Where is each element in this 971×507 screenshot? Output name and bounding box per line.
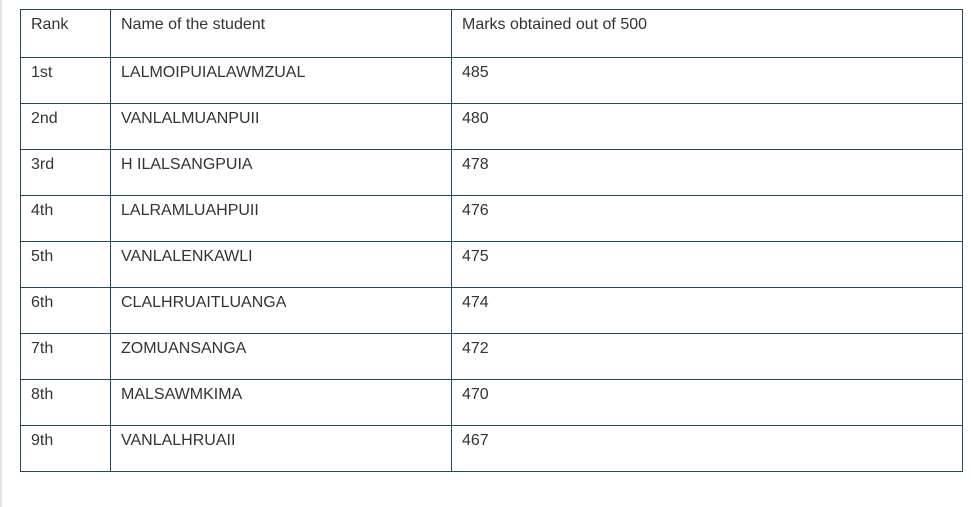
marks-cell: 480 bbox=[451, 103, 963, 150]
header-rank: Rank bbox=[20, 9, 111, 58]
rank-cell: 3rd bbox=[20, 149, 111, 196]
header-student-name: Name of the student bbox=[110, 9, 452, 58]
student-name-cell: LALMOIPUIALAWMZUAL bbox=[110, 57, 452, 104]
rank-cell: 5th bbox=[20, 241, 111, 288]
rank-cell: 4th bbox=[20, 195, 111, 242]
rank-cell: 6th bbox=[20, 287, 111, 334]
table-row: 1st LALMOIPUIALAWMZUAL 485 bbox=[20, 57, 963, 104]
rank-cell: 9th bbox=[20, 425, 111, 472]
student-name-cell: CLALHRUAITLUANGA bbox=[110, 287, 452, 334]
marks-cell: 476 bbox=[451, 195, 963, 242]
rank-cell: 8th bbox=[20, 379, 111, 426]
marks-cell: 485 bbox=[451, 57, 963, 104]
table-row: 9th VANLALHRUAII 467 bbox=[20, 425, 963, 472]
student-name-cell: ZOMUANSANGA bbox=[110, 333, 452, 380]
results-table: Rank Name of the student Marks obtained … bbox=[20, 9, 963, 472]
student-name-cell: H ILALSANGPUIA bbox=[110, 149, 452, 196]
header-marks: Marks obtained out of 500 bbox=[451, 9, 963, 58]
marks-cell: 467 bbox=[451, 425, 963, 472]
student-name-cell: LALRAMLUAHPUII bbox=[110, 195, 452, 242]
rank-cell: 1st bbox=[20, 57, 111, 104]
student-name-cell: VANLALHRUAII bbox=[110, 425, 452, 472]
marks-cell: 472 bbox=[451, 333, 963, 380]
table-header-row: Rank Name of the student Marks obtained … bbox=[20, 9, 963, 58]
student-name-cell: MALSAWMKIMA bbox=[110, 379, 452, 426]
table-row: 7th ZOMUANSANGA 472 bbox=[20, 333, 963, 380]
marks-cell: 474 bbox=[451, 287, 963, 334]
marks-cell: 470 bbox=[451, 379, 963, 426]
student-name-cell: VANLALMUANPUII bbox=[110, 103, 452, 150]
student-name-cell: VANLALENKAWLI bbox=[110, 241, 452, 288]
page-left-border bbox=[0, 0, 2, 507]
marks-cell: 478 bbox=[451, 149, 963, 196]
table-row: 2nd VANLALMUANPUII 480 bbox=[20, 103, 963, 150]
table-row: 8th MALSAWMKIMA 470 bbox=[20, 379, 963, 426]
table-row: 4th LALRAMLUAHPUII 476 bbox=[20, 195, 963, 242]
rank-cell: 7th bbox=[20, 333, 111, 380]
marks-cell: 475 bbox=[451, 241, 963, 288]
table-row: 5th VANLALENKAWLI 475 bbox=[20, 241, 963, 288]
table-row: 6th CLALHRUAITLUANGA 474 bbox=[20, 287, 963, 334]
table-row: 3rd H ILALSANGPUIA 478 bbox=[20, 149, 963, 196]
rank-cell: 2nd bbox=[20, 103, 111, 150]
